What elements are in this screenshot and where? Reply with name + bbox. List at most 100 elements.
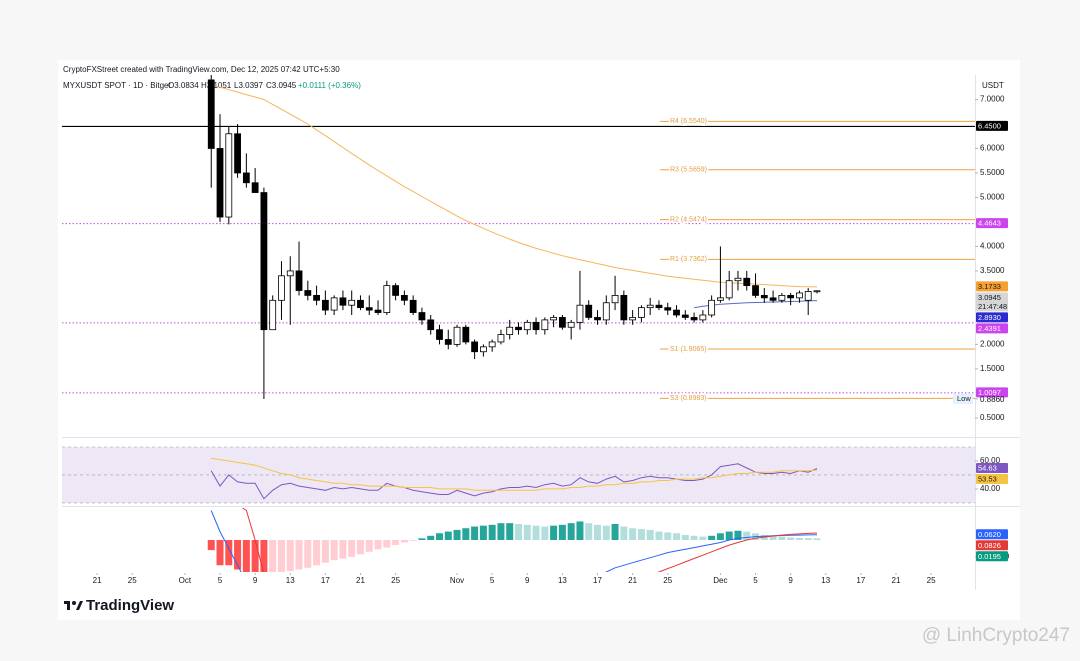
histogram-bar	[225, 540, 233, 566]
price-tag	[976, 387, 1008, 398]
candle-body	[787, 295, 795, 299]
price-tag-label: 2.4391	[978, 324, 1001, 333]
x-tick-label: 13	[558, 576, 567, 585]
histogram-bar	[339, 540, 347, 559]
candle-body	[752, 285, 759, 296]
candle-body	[655, 304, 663, 309]
histogram-bar	[488, 524, 496, 540]
histogram-bar	[409, 540, 417, 541]
histogram-bar	[207, 540, 215, 551]
price-tag-label: 6.4500	[978, 121, 1001, 130]
pivot-label: S1 (1.9065)	[670, 346, 707, 353]
x-tick-label: 21	[892, 576, 901, 585]
x-tick-label: 9	[525, 576, 530, 585]
histogram-bar	[400, 540, 408, 543]
candle-body	[804, 291, 812, 301]
price-tag-label: 53.53	[978, 474, 997, 483]
candle-body	[330, 297, 338, 311]
y-tick-label: 1.5000	[980, 364, 1005, 373]
histogram-bar	[787, 537, 795, 540]
price-tag-label: 4.4643	[978, 219, 1001, 228]
candle-body	[690, 317, 698, 321]
rsi-pane	[62, 446, 975, 504]
candle-body	[409, 299, 417, 313]
histogram-bar	[277, 540, 285, 572]
histogram-bar	[295, 540, 303, 570]
candle-body	[339, 297, 347, 306]
histogram-bar	[313, 540, 321, 566]
price-pane: R4 (6.5540) R3 (5.5659) R2 (4.5474) R1 (3.7…	[62, 75, 975, 404]
x-tick-label: Oct	[179, 576, 192, 585]
candle-body	[286, 270, 294, 277]
candle-body	[567, 321, 575, 328]
x-tick-label: 17	[856, 576, 865, 585]
line-series	[241, 508, 818, 572]
histogram-bar	[251, 540, 259, 572]
histogram-bar	[585, 523, 593, 540]
candle-body	[251, 182, 259, 193]
candle-body	[515, 326, 522, 331]
ohlc-low: L3.0397	[234, 81, 263, 90]
x-tick-label: 25	[663, 576, 672, 585]
histogram-bar	[356, 540, 364, 555]
price-tag	[976, 540, 1008, 551]
candle-body	[743, 277, 751, 287]
candle-body	[760, 295, 768, 299]
histogram-bar	[550, 525, 558, 540]
y-tick-label: 5.5000	[980, 168, 1005, 177]
candle-body	[462, 326, 470, 343]
histogram-bar	[286, 540, 294, 572]
histogram-bar	[234, 540, 242, 570]
line-series	[210, 463, 818, 500]
candle-body	[304, 290, 312, 296]
candle-body	[295, 270, 303, 291]
y-tick-label: 40.00	[980, 484, 1001, 493]
candle-body	[400, 295, 408, 301]
candle-body	[673, 309, 680, 316]
candle-body	[207, 79, 215, 149]
candle-body	[532, 321, 540, 331]
candle-body	[629, 317, 637, 321]
candle-body	[813, 290, 821, 293]
candle-body	[725, 280, 733, 299]
low-label: Low	[957, 394, 971, 403]
line-series	[211, 457, 818, 491]
histogram-bar	[462, 528, 470, 540]
y-tick-label: 0.5000	[980, 413, 1005, 422]
candle-body	[418, 312, 426, 321]
histogram-bar	[664, 532, 672, 540]
histogram-bar	[418, 538, 426, 540]
watermark: @ LinhCrypto247	[922, 625, 1070, 646]
price-tag	[976, 529, 1008, 540]
histogram-bar	[708, 535, 716, 540]
histogram-bar	[813, 538, 821, 540]
ohlc-open: O3.0834	[168, 81, 199, 90]
price-tag	[976, 312, 1008, 323]
price-tag	[976, 323, 1008, 334]
histogram-bar	[716, 533, 724, 540]
histogram-bar	[734, 530, 742, 540]
x-tick-label: 21	[356, 576, 365, 585]
candle-body	[427, 319, 435, 331]
histogram-bar	[804, 538, 812, 540]
histogram-bar	[427, 535, 435, 540]
histogram-bar	[567, 523, 575, 540]
attribution: CryptoFXStreet created with TradingView.…	[63, 65, 340, 74]
histogram-bar	[743, 531, 751, 540]
candle-body	[796, 292, 803, 299]
histogram-bar	[383, 540, 391, 548]
candle-body	[638, 307, 645, 318]
price-tag-label: 3.0945	[978, 293, 1001, 302]
histogram-bar	[515, 524, 522, 540]
low-value: 0.8860	[980, 395, 1005, 404]
axes: 7.0000 6.0000 5.5000 5.0000 4.0000 3.5000 2.00…	[93, 95, 1010, 586]
x-tick-label: 13	[821, 576, 830, 585]
pivot-label: S3 (0.8983)	[670, 395, 707, 402]
histogram-bar	[497, 523, 505, 540]
change: +0.0111 (+0.36%)	[298, 81, 361, 90]
y-tick-label: 4.0000	[980, 242, 1005, 251]
x-tick-label: 21	[93, 576, 102, 585]
histogram-bar	[444, 531, 452, 540]
candle-body	[313, 295, 320, 301]
